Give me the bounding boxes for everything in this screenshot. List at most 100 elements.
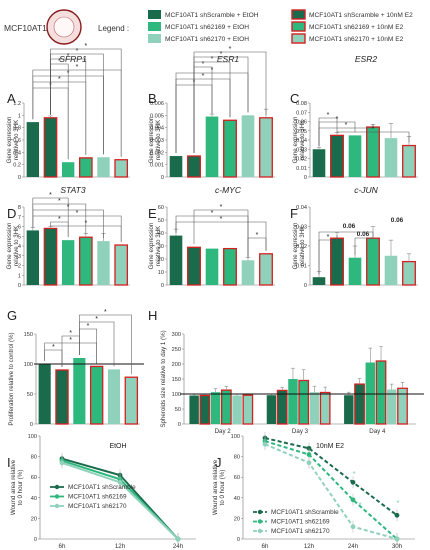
significance-star: * bbox=[58, 216, 61, 223]
bar bbox=[114, 244, 128, 286]
y-tick-label: 100 bbox=[231, 434, 240, 440]
significance-star: * bbox=[49, 192, 52, 199]
legend-label-3: MCF10AT1 shScramble + 10nM E2 bbox=[309, 12, 413, 19]
panel-e: Ec-MYC Gene expressionrelative to 3HK 0 10 2… bbox=[148, 185, 275, 289]
legend-label-4: MCF10AT1 sh62169 + 10nM E2 bbox=[309, 24, 404, 31]
legend-swatch-5 bbox=[291, 33, 306, 44]
bar bbox=[26, 122, 40, 177]
bar bbox=[384, 138, 398, 177]
x-tick-label: 24h bbox=[348, 543, 359, 550]
bar bbox=[241, 260, 255, 285]
bar bbox=[187, 155, 201, 178]
significance-star: * bbox=[76, 210, 79, 217]
bar bbox=[241, 115, 255, 177]
y-tick-label: 40 bbox=[234, 496, 240, 502]
bar bbox=[354, 383, 365, 425]
bar bbox=[79, 157, 93, 178]
legend-swatch-0 bbox=[148, 10, 161, 19]
chart-title: ESR1 bbox=[217, 54, 239, 64]
y-tick-label: 0.2 bbox=[13, 163, 21, 169]
y-tick-label: 1 bbox=[18, 273, 21, 279]
y-tick-label: 0.05 bbox=[296, 129, 307, 135]
panel-c: C ESR2 Gene expressionrelative to 3HK 0 0.01… bbox=[290, 54, 418, 181]
significance-star: * bbox=[202, 73, 205, 80]
y-axis-label: Wound area relativeto 0 hour (%) bbox=[212, 459, 226, 515]
panel-g: G Proliferation relative to control (%) 0 5… bbox=[7, 308, 144, 428]
significance-star: * bbox=[84, 43, 87, 50]
y-tick-label: 0 bbox=[161, 175, 164, 181]
panel-letter: F bbox=[290, 206, 298, 221]
y-tick-label: 2 bbox=[18, 264, 21, 270]
significance-star: * bbox=[229, 46, 232, 53]
bar bbox=[312, 149, 326, 177]
panel-letter: I bbox=[7, 455, 11, 470]
p-value-label: 0.06 bbox=[391, 217, 404, 224]
y-tick-label: 0.005 bbox=[150, 113, 164, 119]
y-tick-label: 0.08 bbox=[296, 101, 307, 107]
significance-star: * bbox=[67, 204, 70, 211]
y-tick-label: 50 bbox=[158, 218, 164, 224]
y-tick-label: 100 bbox=[24, 362, 33, 368]
bar bbox=[259, 117, 273, 178]
y-tick-label: 0 bbox=[34, 537, 37, 543]
y-tick-label: 300 bbox=[172, 332, 181, 338]
bar bbox=[199, 394, 211, 425]
significance-star: * bbox=[87, 323, 90, 330]
y-tick-label: 50 bbox=[175, 407, 181, 413]
bar bbox=[114, 159, 128, 178]
significance-bracket bbox=[318, 231, 374, 275]
bar bbox=[169, 156, 183, 177]
y-tick-label: 0.07 bbox=[296, 110, 307, 116]
significance-bracket bbox=[354, 235, 374, 255]
y-tick-label: 0.006 bbox=[150, 101, 164, 107]
chart-title: c-JUN bbox=[354, 185, 378, 195]
significance-star: * bbox=[95, 316, 98, 323]
y-tick-label: 80 bbox=[31, 455, 37, 461]
panel-letter: C bbox=[290, 91, 299, 106]
bar bbox=[43, 227, 58, 286]
bar bbox=[79, 236, 93, 286]
bar bbox=[61, 240, 75, 285]
legend-marker bbox=[54, 484, 60, 490]
significance-star: * bbox=[58, 198, 61, 205]
y-axis-label: Gene expressionrelative to 3HK bbox=[148, 116, 162, 163]
significance-star: * bbox=[327, 234, 330, 241]
y-axis-label: Wound area relativeto 0 hour (%) bbox=[10, 459, 24, 515]
data-point bbox=[262, 441, 268, 447]
y-tick-label: 3 bbox=[18, 254, 21, 260]
y-tick-label: 60 bbox=[31, 475, 37, 481]
y-axis-label: Gene expressionrelative to 3HK bbox=[148, 222, 162, 269]
significance-star: * bbox=[84, 220, 87, 227]
y-tick-label: 8 bbox=[18, 205, 21, 211]
significance-star: * bbox=[202, 61, 205, 68]
x-tick-label: 6h bbox=[262, 543, 269, 550]
legend-marker bbox=[257, 528, 263, 534]
chart-title: STAT3 bbox=[60, 185, 85, 195]
bar bbox=[97, 241, 110, 285]
y-tick-label: 0.6 bbox=[13, 138, 21, 144]
bar bbox=[276, 389, 288, 425]
y-tick-label: 0.06 bbox=[296, 120, 307, 126]
legend-label-2: MCF10AT1 sh62170 + EtOH bbox=[165, 36, 249, 43]
bar bbox=[402, 260, 416, 286]
data-point bbox=[306, 452, 312, 457]
y-tick-label: 100 bbox=[172, 392, 181, 398]
significance-star: * bbox=[76, 64, 79, 71]
legend-label: MCF10AT1 sh62170 bbox=[271, 528, 330, 535]
y-tick-label: 40 bbox=[158, 231, 164, 237]
data-point bbox=[306, 445, 312, 451]
data-point bbox=[59, 460, 65, 466]
legend-marker bbox=[54, 494, 60, 499]
bar bbox=[309, 392, 320, 424]
significance-star: * bbox=[336, 116, 339, 123]
data-point bbox=[394, 512, 400, 518]
y-axis-label: Proliferation relative to control (%) bbox=[8, 332, 15, 425]
cell-line-label: MCF10AT1 bbox=[4, 23, 47, 33]
significance-star: * bbox=[220, 204, 223, 211]
significance-bracket bbox=[175, 78, 231, 154]
y-tick-label: 150 bbox=[24, 332, 33, 338]
y-tick-label: 150 bbox=[172, 377, 181, 383]
y-tick-label: 1.2 bbox=[13, 101, 21, 107]
bar bbox=[319, 391, 331, 425]
